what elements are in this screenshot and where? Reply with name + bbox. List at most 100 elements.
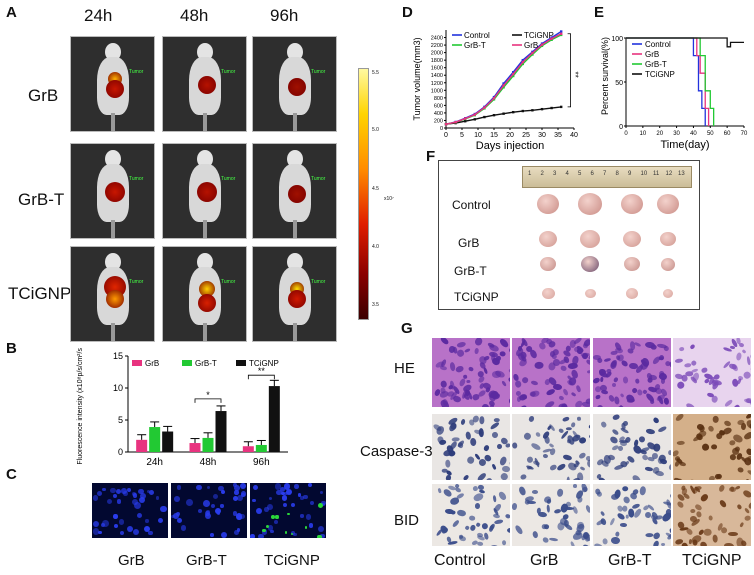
- nucleus: [274, 483, 282, 491]
- cell-nucleus: [624, 514, 629, 519]
- cell-nucleus: [598, 476, 607, 480]
- nucleus: [132, 493, 138, 498]
- nucleus: [320, 533, 325, 538]
- data-point: [550, 37, 553, 40]
- cell-nucleus: [556, 462, 567, 472]
- nucleus: [155, 496, 160, 500]
- panel-label-a: A: [6, 4, 17, 21]
- ruler-number: 5: [578, 171, 582, 177]
- nucleus: [211, 503, 216, 508]
- cell-nucleus: [698, 540, 708, 546]
- cell-nucleus: [489, 544, 500, 546]
- data-point: [473, 113, 476, 116]
- mouse-head: [286, 43, 303, 61]
- nucleus: [180, 525, 187, 531]
- legend-swatch: [132, 360, 142, 366]
- tumor-specimen: [537, 194, 559, 214]
- data-point: [502, 84, 505, 87]
- y-tick-label: 2400: [431, 36, 443, 42]
- cell-nucleus: [646, 428, 656, 435]
- cell-nucleus: [743, 430, 751, 441]
- cell-nucleus: [733, 404, 742, 407]
- mouse-tail: [292, 323, 297, 341]
- mouse-head: [286, 150, 303, 168]
- cell-nucleus: [651, 540, 660, 546]
- data-point: [464, 117, 467, 120]
- cell-nucleus: [615, 531, 621, 537]
- chart-d-tumor-volume: 0200400600800100012001400160018002000220…: [412, 30, 580, 152]
- ruler-number: 10: [640, 171, 648, 177]
- cell-nucleus: [577, 471, 584, 480]
- cell-nucleus: [633, 507, 643, 519]
- cell-nucleus: [718, 499, 728, 509]
- cell-nucleus: [562, 416, 570, 423]
- series-tcignp: [445, 106, 562, 125]
- nucleus: [113, 514, 118, 519]
- nucleus: [274, 520, 279, 525]
- bar-grb-t: [255, 444, 267, 452]
- cell-nucleus: [736, 466, 745, 474]
- nucleus: [203, 499, 210, 507]
- cell-nucleus: [469, 515, 476, 522]
- cell-nucleus: [739, 521, 745, 528]
- cell-nucleus: [701, 443, 711, 452]
- cell-nucleus: [460, 418, 467, 426]
- nucleus: [214, 507, 221, 514]
- nucleus: [232, 495, 238, 501]
- group-label-grb: GrB: [28, 86, 59, 105]
- cell-nucleus: [445, 459, 452, 468]
- cell-nucleus: [537, 511, 547, 518]
- nucleus: [261, 529, 268, 536]
- cell-nucleus: [608, 517, 616, 526]
- nucleus: [236, 494, 244, 501]
- cell-nucleus: [649, 399, 655, 405]
- cell-nucleus: [689, 508, 696, 514]
- data-point: [502, 82, 505, 85]
- nucleus: [308, 523, 314, 528]
- cell-nucleus: [626, 347, 634, 355]
- cell-nucleus: [706, 424, 715, 433]
- cell-nucleus: [656, 342, 667, 349]
- nucleus: [118, 519, 124, 525]
- panel-label-b: B: [6, 340, 17, 357]
- nucleus: [102, 487, 106, 491]
- green-signal: [262, 528, 266, 533]
- group-label-grb-t: GrB-T: [18, 190, 65, 209]
- cell-nucleus: [482, 444, 490, 453]
- data-point: [502, 86, 505, 89]
- cell-nucleus: [514, 523, 524, 535]
- ihc-row-caspase-3: Caspase-3: [360, 443, 433, 460]
- nucleus: [220, 531, 227, 538]
- nucleus: [258, 533, 264, 538]
- mouse-tail: [202, 323, 207, 341]
- bar-grb-t: [202, 437, 214, 452]
- signal-spot: [197, 182, 217, 202]
- cell-nucleus: [661, 511, 671, 524]
- cell-nucleus: [694, 503, 703, 511]
- mouse-head: [196, 150, 213, 168]
- tumor-specimen: [623, 231, 641, 248]
- cell-nucleus: [630, 473, 642, 480]
- cell-nucleus: [689, 478, 698, 480]
- cell-nucleus: [689, 343, 696, 350]
- nucleus: [112, 493, 118, 499]
- cell-nucleus: [447, 450, 456, 458]
- cell-nucleus: [743, 507, 750, 515]
- data-point: [483, 115, 486, 119]
- data-point: [473, 118, 476, 121]
- nucleus: [148, 530, 153, 536]
- cell-nucleus: [499, 471, 509, 480]
- panel-label-c: C: [6, 466, 17, 483]
- tumor-tag: Tumor: [129, 69, 144, 75]
- ruler-number: 9: [628, 171, 632, 177]
- cell-nucleus: [437, 488, 442, 494]
- nucleus: [239, 483, 246, 489]
- ruler-number: 13: [678, 171, 685, 177]
- nucleus: [267, 503, 274, 510]
- nucleus: [281, 495, 287, 501]
- y-tick-label: 0: [118, 447, 123, 457]
- cell-nucleus: [556, 521, 566, 532]
- ihc-col-grb: GrB: [530, 552, 559, 569]
- signal-spot: [198, 294, 216, 312]
- timepoint-96h: 96h: [270, 6, 299, 25]
